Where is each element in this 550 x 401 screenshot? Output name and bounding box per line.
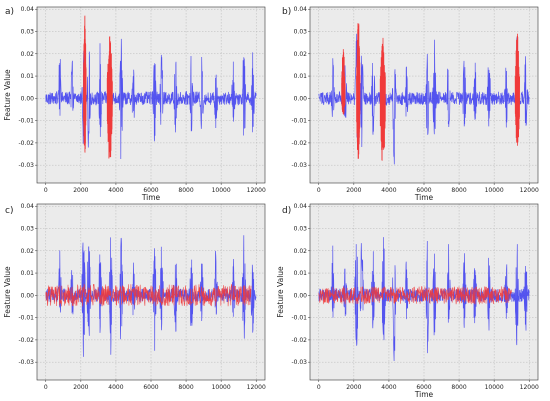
x-tick-label: 0 bbox=[44, 187, 48, 194]
y-tick-label: 0.03 bbox=[294, 29, 308, 36]
x-tick-label: 10000 bbox=[485, 187, 504, 194]
y-tick-label: 0.04 bbox=[21, 203, 35, 210]
y-tick-label: 0.00 bbox=[294, 292, 308, 299]
y-tick-label: 0.01 bbox=[21, 270, 35, 277]
x-tick-label: 8000 bbox=[178, 187, 193, 194]
series-layer bbox=[318, 23, 530, 165]
x-tick-label: 4000 bbox=[108, 384, 123, 391]
highlight-noise-band bbox=[45, 283, 252, 307]
x-tick-label: 12000 bbox=[247, 187, 266, 194]
y-tick-label: -0.03 bbox=[291, 162, 307, 169]
highlight-segment-0 bbox=[83, 15, 87, 153]
x-tick-label: 8000 bbox=[178, 384, 193, 391]
panel-label: b) bbox=[282, 7, 291, 17]
x-tick-label: 6000 bbox=[416, 187, 431, 194]
x-tick-label: 8000 bbox=[451, 384, 466, 391]
y-tick-label: 0.01 bbox=[294, 73, 308, 80]
y-tick-label: -0.03 bbox=[18, 359, 34, 366]
x-axis-label: Time bbox=[141, 193, 161, 202]
highlight-segment-1 bbox=[356, 23, 361, 159]
y-tick-label: 0.03 bbox=[21, 29, 35, 36]
x-tick-label: 4000 bbox=[381, 384, 396, 391]
y-axis-label: Feature Value bbox=[3, 69, 12, 121]
signal-line bbox=[318, 237, 530, 362]
signal-line bbox=[45, 38, 257, 160]
y-tick-label: 0.01 bbox=[294, 270, 308, 277]
y-tick-label: 0.02 bbox=[294, 51, 308, 58]
signal-line bbox=[318, 33, 530, 165]
y-tick-label: 0.03 bbox=[294, 226, 308, 233]
y-tick-label: 0.02 bbox=[294, 248, 308, 255]
y-tick-label: -0.02 bbox=[18, 140, 34, 147]
x-tick-label: 4000 bbox=[381, 187, 396, 194]
highlight-segment-1 bbox=[106, 36, 113, 159]
y-tick-label: 0.04 bbox=[294, 203, 308, 210]
y-tick-label: 0.00 bbox=[21, 95, 35, 102]
y-tick-label: -0.03 bbox=[291, 359, 307, 366]
y-tick-label: 0.01 bbox=[21, 73, 35, 80]
highlight-segment-0 bbox=[341, 49, 346, 115]
x-tick-label: 2000 bbox=[73, 187, 88, 194]
y-tick-label: -0.01 bbox=[291, 118, 307, 125]
x-tick-label: 2000 bbox=[346, 187, 361, 194]
y-tick-label: 0.04 bbox=[294, 6, 308, 13]
x-tick-label: 0 bbox=[44, 384, 48, 391]
x-tick-label: 0 bbox=[317, 384, 321, 391]
y-tick-label: -0.02 bbox=[291, 337, 307, 344]
y-tick-label: -0.01 bbox=[291, 315, 307, 322]
y-tick-label: -0.02 bbox=[18, 337, 34, 344]
panel-a: 0 2000 4000 6000 8000 10000 12000 -0.03 -0.02 -0.… bbox=[3, 6, 266, 202]
x-tick-label: 6000 bbox=[143, 187, 158, 194]
panel-d: 0 2000 4000 6000 8000 10000 12000 -0.03 -0.02 -0.… bbox=[276, 203, 539, 399]
highlight-segment-2 bbox=[379, 37, 386, 161]
x-tick-label: 6000 bbox=[143, 384, 158, 391]
x-tick-label: 12000 bbox=[520, 384, 539, 391]
panel-label: c) bbox=[5, 206, 13, 216]
x-tick-label: 8000 bbox=[451, 187, 466, 194]
series-layer bbox=[318, 237, 530, 362]
y-tick-label: 0.02 bbox=[21, 248, 35, 255]
x-axis-label: Time bbox=[414, 390, 434, 399]
x-tick-label: 12000 bbox=[247, 384, 266, 391]
y-tick-label: -0.01 bbox=[18, 118, 34, 125]
x-tick-label: 0 bbox=[317, 187, 321, 194]
series-layer bbox=[45, 15, 257, 160]
y-tick-label: 0.04 bbox=[21, 6, 35, 13]
x-axis-label: Time bbox=[414, 193, 434, 202]
y-tick-label: 0.03 bbox=[21, 226, 35, 233]
y-tick-label: 0.02 bbox=[21, 51, 35, 58]
x-tick-label: 12000 bbox=[520, 187, 539, 194]
y-axis-label: Feature Value bbox=[3, 266, 12, 318]
x-tick-label: 2000 bbox=[73, 384, 88, 391]
y-axis-label: Feature Value bbox=[276, 266, 285, 318]
y-tick-label: -0.01 bbox=[18, 315, 34, 322]
x-tick-label: 10000 bbox=[485, 384, 504, 391]
y-tick-label: -0.03 bbox=[18, 162, 34, 169]
x-tick-label: 4000 bbox=[108, 187, 123, 194]
x-tick-label: 10000 bbox=[212, 187, 231, 194]
y-tick-label: -0.02 bbox=[291, 140, 307, 147]
panel-b: 0 2000 4000 6000 8000 10000 12000 -0.03 -0.02 -0.… bbox=[282, 6, 539, 202]
series-layer bbox=[45, 235, 257, 357]
panel-c: 0 2000 4000 6000 8000 10000 12000 -0.03 -0.02 -0.… bbox=[3, 203, 266, 391]
x-tick-label: 10000 bbox=[212, 384, 231, 391]
y-tick-label: 0.00 bbox=[294, 95, 308, 102]
x-tick-label: 2000 bbox=[346, 384, 361, 391]
highlight-segment-3 bbox=[514, 33, 520, 146]
panel-label: a) bbox=[5, 7, 14, 17]
panel-label: d) bbox=[282, 206, 291, 216]
highlight-noise-band bbox=[318, 285, 512, 305]
x-tick-label: 6000 bbox=[416, 384, 431, 391]
y-tick-label: 0.00 bbox=[21, 292, 35, 299]
